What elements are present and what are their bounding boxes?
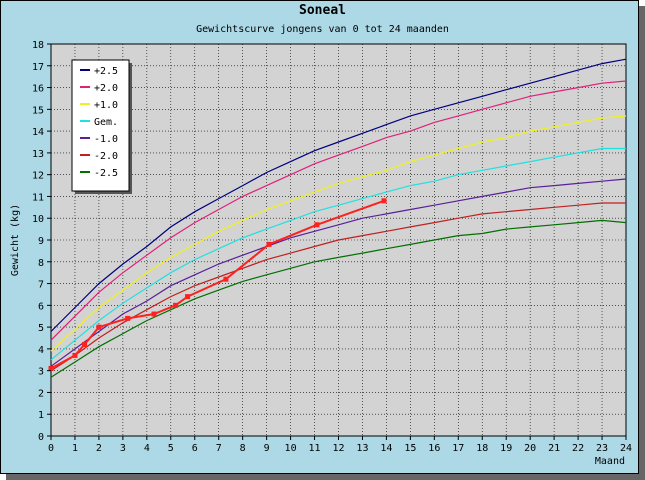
y-tick-label: 12 xyxy=(32,171,44,182)
x-tick-label: 5 xyxy=(168,443,174,454)
x-tick-label: 19 xyxy=(500,443,512,454)
chart-title: Soneal xyxy=(299,3,346,18)
y-tick-label: 18 xyxy=(32,40,44,51)
x-tick-label: 1 xyxy=(72,443,78,454)
series-line xyxy=(50,115,627,352)
x-tick-label: 11 xyxy=(309,443,321,454)
series-line xyxy=(50,219,627,378)
x-tick-label: 21 xyxy=(548,443,560,454)
legend-entry: -2.5 xyxy=(94,168,118,179)
y-tick-label: 16 xyxy=(32,84,44,95)
measurement-point xyxy=(72,352,78,358)
y-tick-label: 8 xyxy=(38,258,44,269)
x-tick-label: 24 xyxy=(620,443,632,454)
x-tick-label: 23 xyxy=(596,443,608,454)
measurement-point xyxy=(151,311,157,317)
axis-ticks: 0 1 2 3 4 5 6 7 8 9 10 11 12 13 14 15 16 17 18 19 20 21 22 23 24… xyxy=(32,40,632,454)
x-tick-label: 18 xyxy=(476,443,488,454)
measurement-point xyxy=(185,294,191,300)
legend-entry: +2.0 xyxy=(94,83,118,94)
legend-entry: +1.0 xyxy=(94,100,118,111)
x-tick-label: 7 xyxy=(216,443,222,454)
y-tick-label: 14 xyxy=(32,127,44,138)
y-tick-label: 0 xyxy=(38,432,44,443)
measurement-point xyxy=(96,324,102,330)
y-tick-label: 11 xyxy=(32,192,44,203)
measurement-point xyxy=(223,276,229,282)
x-tick-label: 6 xyxy=(192,443,198,454)
chart-subtitle: Gewichtscurve jongens van 0 tot 24 maand… xyxy=(196,24,449,35)
series-line xyxy=(50,80,627,341)
x-tick-label: 10 xyxy=(285,443,297,454)
series-line xyxy=(50,202,626,372)
x-tick-label: 4 xyxy=(144,443,150,454)
reference-curves xyxy=(50,58,627,378)
measurement-point xyxy=(173,302,179,308)
x-tick-label: 22 xyxy=(572,443,584,454)
x-tick-label: 9 xyxy=(264,443,270,454)
x-tick-label: 15 xyxy=(404,443,416,454)
series-line xyxy=(50,58,627,332)
x-tick-label: 8 xyxy=(240,443,246,454)
measurement-point xyxy=(266,241,272,247)
series-line xyxy=(50,147,626,361)
y-tick-label: 10 xyxy=(32,214,44,225)
legend-box xyxy=(71,59,130,192)
measurement-series xyxy=(48,198,387,371)
measurement-point xyxy=(48,365,54,371)
y-tick-label: 1 xyxy=(38,410,44,421)
y-tick-label: 4 xyxy=(38,345,44,356)
x-tick-label: 0 xyxy=(48,443,54,454)
measurement-point xyxy=(381,198,387,204)
x-tick-label: 17 xyxy=(452,443,464,454)
y-tick-label: 2 xyxy=(38,388,44,399)
y-tick-label: 17 xyxy=(32,62,44,73)
grid-lines xyxy=(51,44,626,436)
x-tick-label: 20 xyxy=(524,443,536,454)
series-line xyxy=(50,178,627,367)
legend-entry: -1.0 xyxy=(94,134,118,145)
x-tick-label: 12 xyxy=(332,443,344,454)
x-tick-label: 14 xyxy=(380,443,392,454)
measurement-point xyxy=(82,342,88,348)
x-tick-label: 13 xyxy=(356,443,368,454)
y-tick-label: 13 xyxy=(32,149,44,160)
legend-entry: -2.0 xyxy=(94,151,118,162)
y-axis-label: Gewicht (kg) xyxy=(10,204,21,276)
y-tick-label: 3 xyxy=(38,367,44,378)
y-tick-label: 5 xyxy=(38,323,44,334)
x-tick-label: 16 xyxy=(428,443,440,454)
legend-entry: Gem. xyxy=(94,117,118,128)
x-tick-label: 2 xyxy=(96,443,102,454)
measurement-point xyxy=(125,315,131,321)
x-axis-label: Maand xyxy=(595,456,625,467)
measurement-point xyxy=(314,222,320,228)
legend-entry: +2.5 xyxy=(94,66,118,77)
y-tick-label: 15 xyxy=(32,105,44,116)
x-tick-label: 3 xyxy=(120,443,126,454)
y-tick-label: 7 xyxy=(38,280,44,291)
y-tick-label: 9 xyxy=(38,236,44,247)
legend: +2.5 +2.0 +1.0 Gem. -1.0 -2.0 -2.5 xyxy=(71,59,132,194)
y-tick-label: 6 xyxy=(38,301,44,312)
